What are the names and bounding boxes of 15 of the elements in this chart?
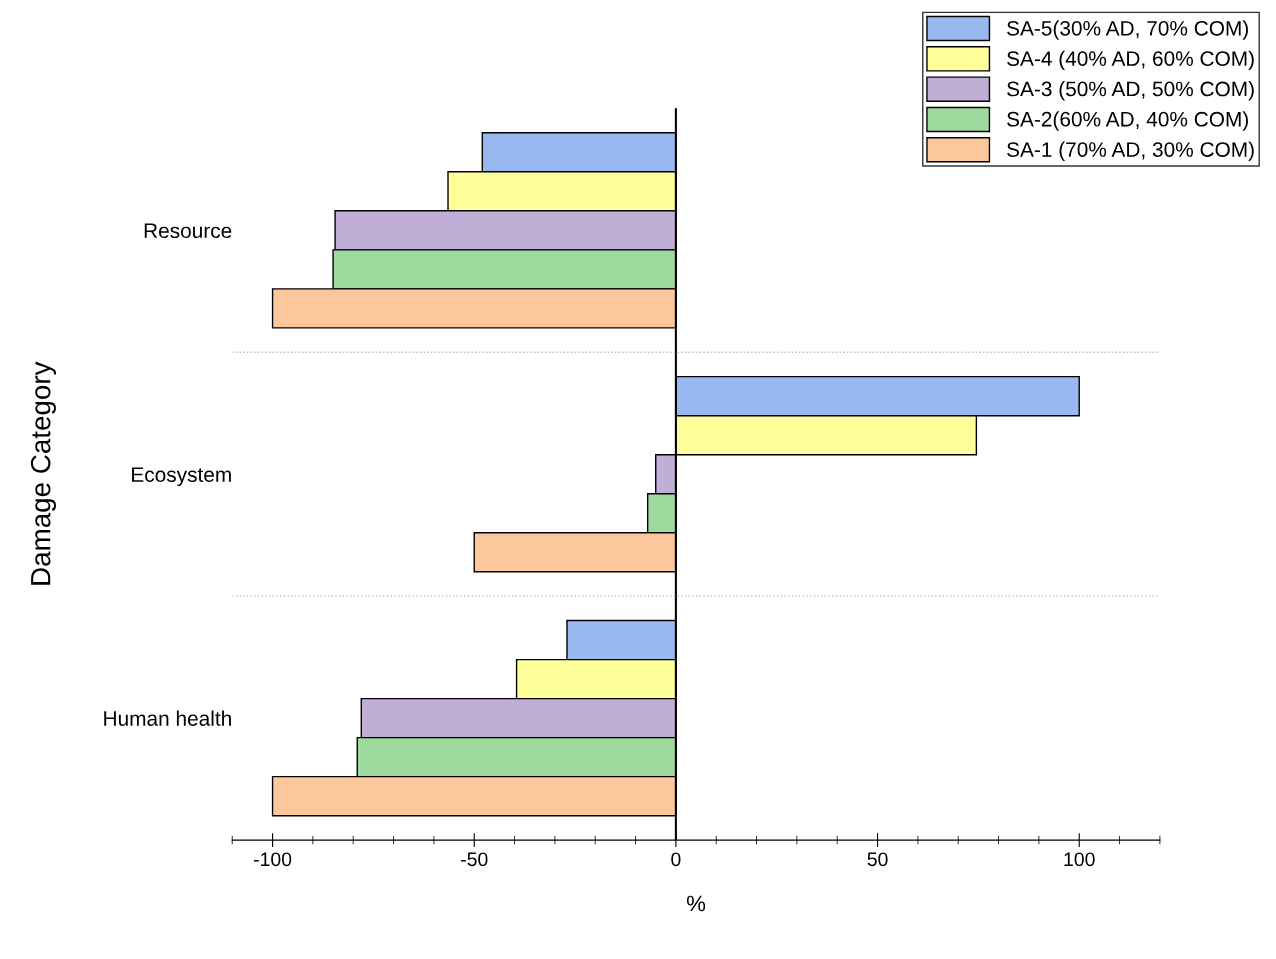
y-tick-label: Resource [144, 223, 232, 239]
x-axis-title: % [686, 895, 706, 912]
y-tick-label: Human health [104, 710, 231, 726]
y-tick-label: Ecosystem [132, 467, 231, 487]
y-axis-title: Damage Category [30, 361, 56, 585]
legend-label: SA-5(30% AD, 70% COM) [1007, 20, 1248, 40]
x-tick-label: 0 [671, 852, 681, 867]
x-tick-label: 100 [1064, 852, 1095, 867]
x-tick-label: 50 [867, 852, 888, 867]
legend-label: SA-2(60% AD, 40% COM) [1007, 111, 1248, 131]
legend-label: SA-3 (50% AD, 50% COM) [1007, 80, 1254, 101]
legend-label: SA-4 (40% AD, 60% COM) [1007, 50, 1254, 71]
x-tick-label: -100 [253, 852, 292, 867]
x-tick-label: -50 [461, 852, 488, 867]
legend-label: SA-1 (70% AD, 30% COM) [1007, 141, 1254, 162]
